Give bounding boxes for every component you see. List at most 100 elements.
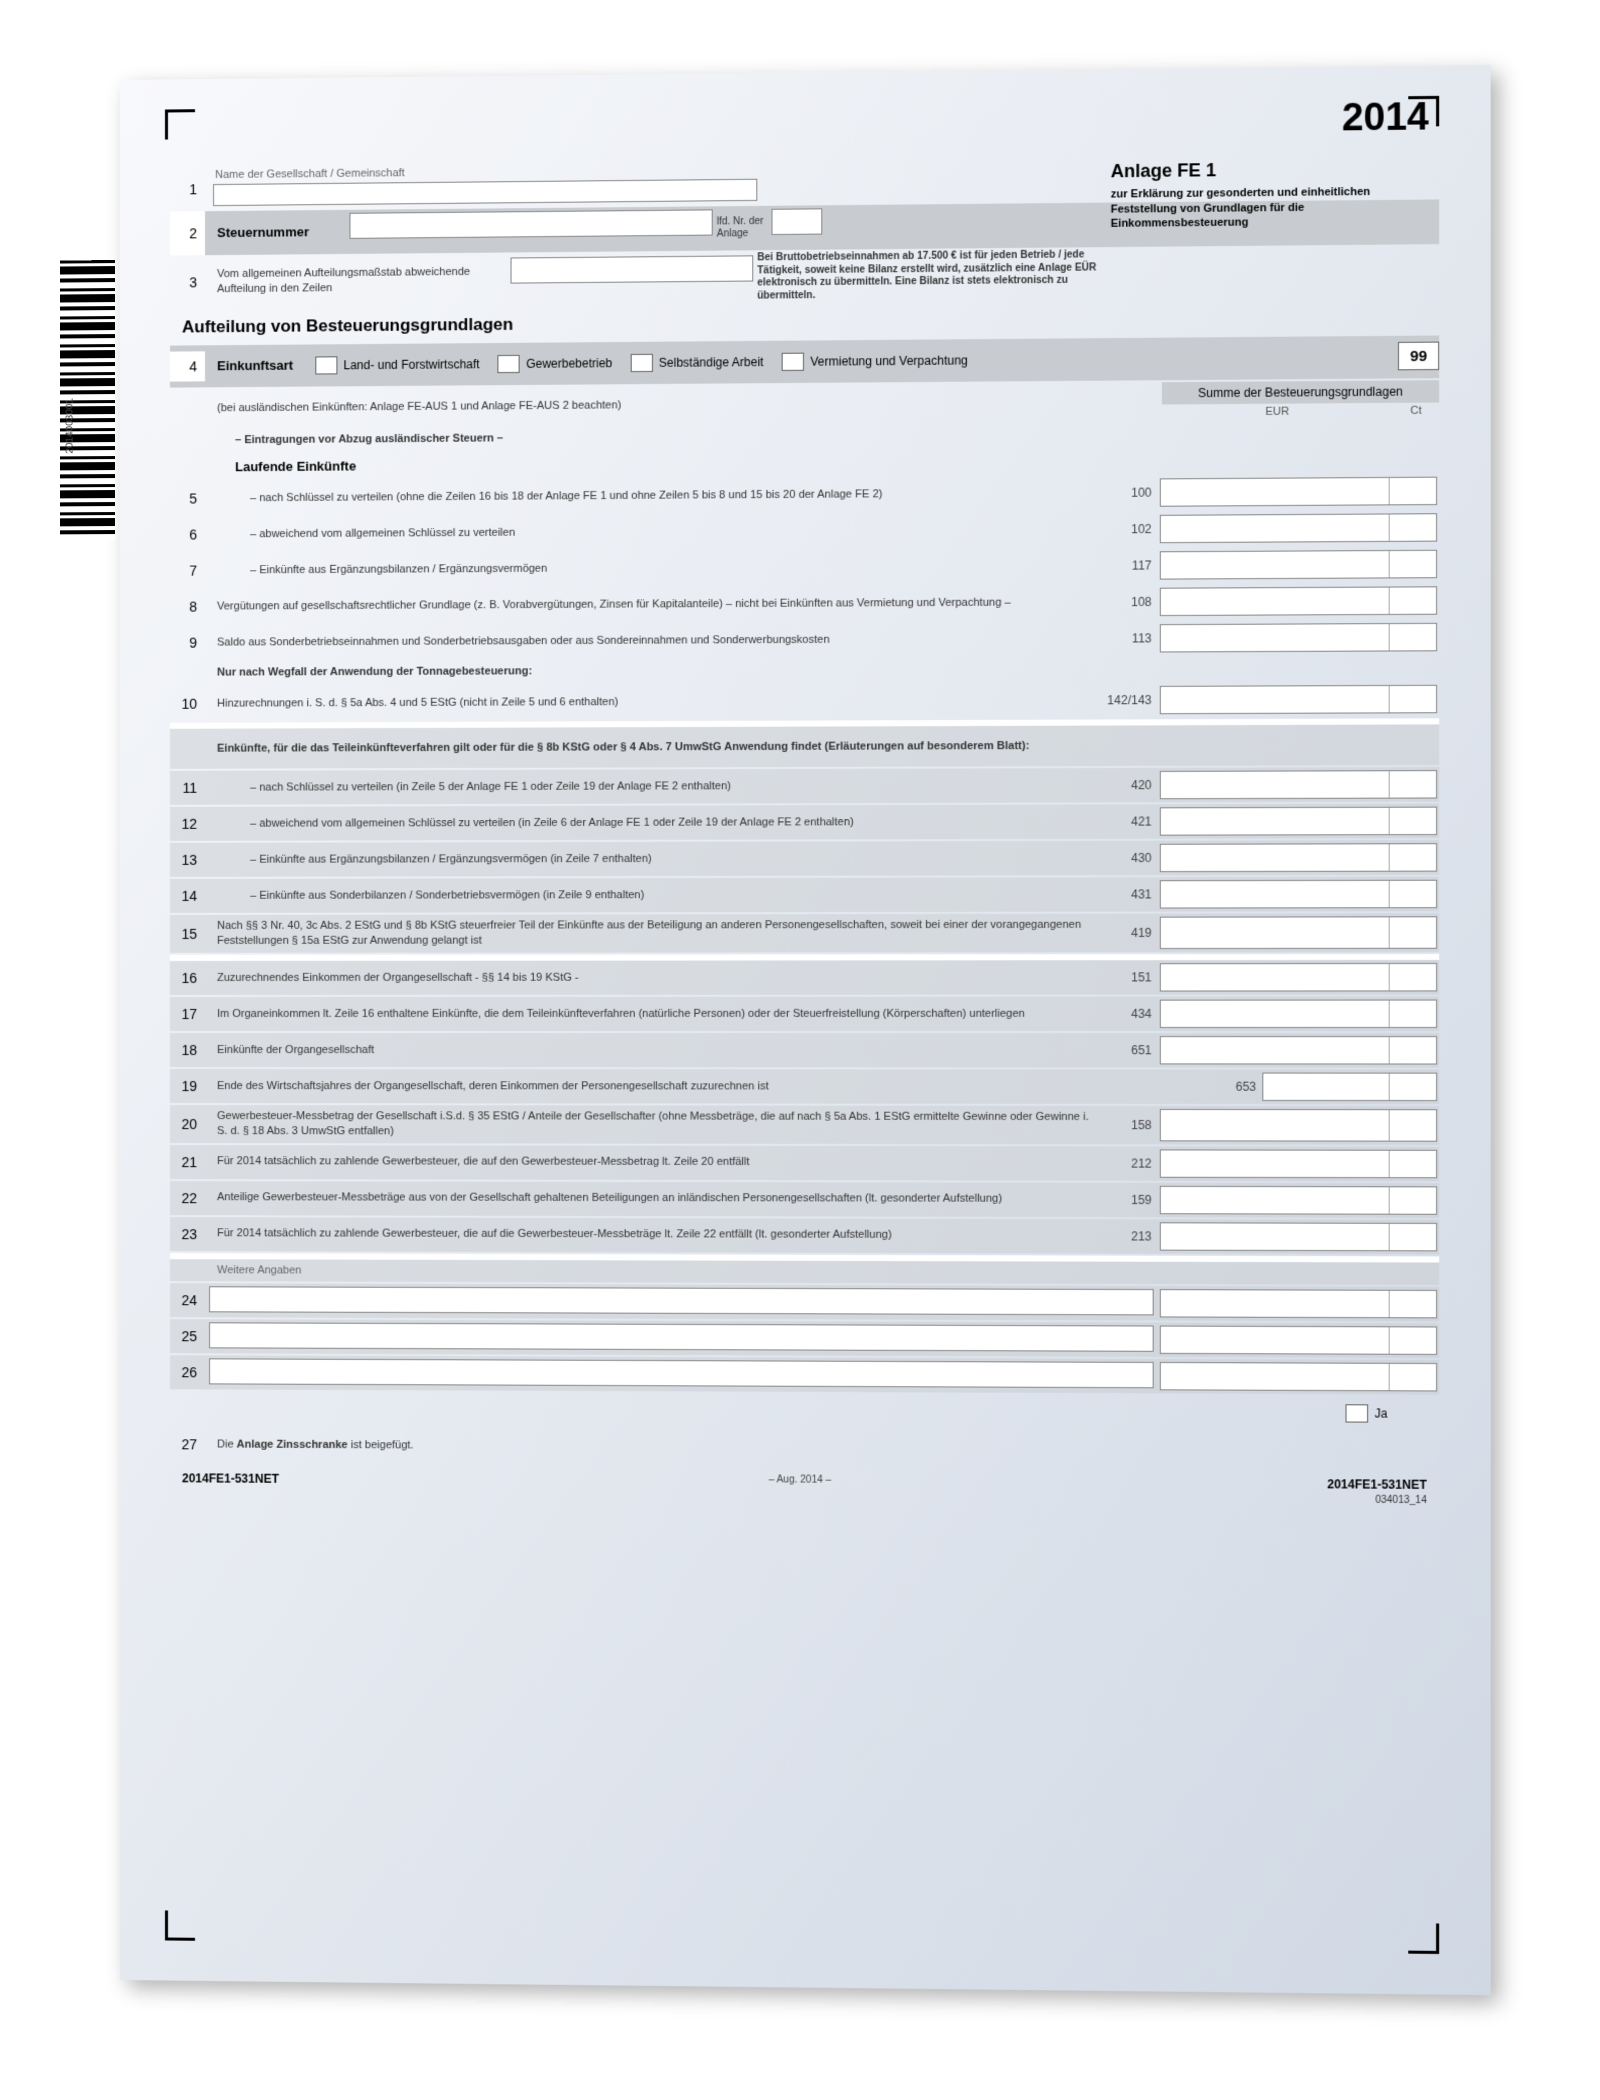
- block2-header: Einkünfte, für die das Teileinkünfteverf…: [205, 726, 1106, 769]
- row-label: Vergütungen auf gesellschaftsrechtlicher…: [205, 585, 1101, 624]
- field-code: 431: [1101, 877, 1157, 911]
- checkbox-option[interactable]: Vermietung und Verpachtung: [782, 345, 968, 377]
- amount-input[interactable]: [1160, 1185, 1437, 1214]
- lineno: 17: [170, 997, 205, 1031]
- field-code: 117: [1101, 549, 1157, 584]
- amount-input[interactable]: [1160, 1222, 1437, 1251]
- amount-input[interactable]: [1160, 999, 1437, 1027]
- lineno: 15: [170, 915, 205, 953]
- lineno: 21: [170, 1145, 205, 1179]
- einkunftsart-label: Einkunftsart: [205, 350, 315, 381]
- field-code: 113: [1101, 622, 1157, 657]
- lfdnr-input[interactable]: [772, 208, 823, 235]
- amount-input[interactable]: [1160, 587, 1437, 617]
- lineno: 1: [170, 169, 205, 209]
- row-label: – abweichend vom allgemeinen Schlüssel z…: [205, 805, 1101, 841]
- amount-input[interactable]: [1160, 1036, 1437, 1064]
- amount-input[interactable]: [1160, 770, 1437, 799]
- form-page: 2014003001 2014 1 Name der Gesellschaft …: [120, 65, 1491, 1995]
- checkbox-option[interactable]: Selbständige Arbeit: [631, 347, 764, 378]
- field-code: 102: [1101, 512, 1157, 547]
- lfdnr-label: lfd. Nr. der Anlage: [717, 215, 768, 241]
- lineno: 4: [170, 351, 205, 381]
- steuernummer-label: Steuernummer: [205, 210, 345, 255]
- lineno: 19: [170, 1069, 205, 1103]
- amount-input[interactable]: [1160, 807, 1437, 836]
- field-code: 142/143: [1101, 683, 1157, 718]
- lineno: 25: [170, 1320, 205, 1354]
- anlage-description: Anlage FE 1 zur Erklärung zur gesonderte…: [1111, 157, 1439, 231]
- lineno: 14: [170, 879, 205, 913]
- field-code: 420: [1101, 768, 1157, 803]
- lineno: 7: [170, 554, 205, 588]
- amount-input[interactable]: [1160, 550, 1437, 580]
- lineno: 11: [170, 771, 205, 805]
- field-code: 158: [1101, 1106, 1157, 1144]
- abweichend-input[interactable]: [511, 255, 754, 283]
- row-label: Hinzurechnungen i. S. d. § 5a Abs. 4 und…: [205, 683, 1101, 721]
- amount-input[interactable]: [1160, 477, 1437, 507]
- barcode-label: 2014003001: [64, 398, 75, 454]
- lineno: 22: [170, 1181, 205, 1215]
- field-code: 212: [1101, 1146, 1157, 1180]
- steuernummer-input[interactable]: [349, 209, 712, 239]
- free-text-input[interactable]: [209, 1323, 1154, 1353]
- amount-input[interactable]: [1160, 1149, 1437, 1178]
- lineno: 27: [170, 1428, 205, 1462]
- row-label: – nach Schlüssel zu verteilen (in Zeile …: [205, 768, 1101, 805]
- lineno: 13: [170, 843, 205, 877]
- lineno: 6: [170, 518, 205, 552]
- lineno: 23: [170, 1217, 205, 1251]
- row-label: Anteilige Gewerbesteuer-Messbeträge aus …: [205, 1181, 1101, 1217]
- tonnage-note: Nur nach Wegfall der Anwendung der Tonna…: [205, 658, 1106, 685]
- lineno: 20: [170, 1105, 205, 1143]
- amount-input[interactable]: [1160, 843, 1437, 872]
- amount-input[interactable]: [1160, 917, 1437, 949]
- row-label: – Einkünfte aus Sonderbilanzen / Sonderb…: [205, 878, 1101, 914]
- amount-input[interactable]: [1160, 1326, 1437, 1355]
- ja-checkbox[interactable]: Ja: [1346, 1397, 1388, 1432]
- row-label: Für 2014 tatsächlich zu zahlende Gewerbe…: [205, 1145, 1101, 1181]
- amount-input[interactable]: [1160, 685, 1437, 714]
- amount-input[interactable]: [1160, 1109, 1437, 1141]
- amount-input[interactable]: [1160, 514, 1437, 544]
- checkbox-option[interactable]: Gewerbebetrieb: [498, 348, 612, 379]
- field-code: 108: [1101, 585, 1157, 620]
- lineno: 2: [170, 211, 205, 255]
- lineno: 3: [170, 257, 205, 307]
- row-label: Saldo aus Sonderbetriebseinnahmen und So…: [205, 622, 1101, 660]
- field-code: 159: [1101, 1182, 1157, 1217]
- free-text-input[interactable]: [209, 1287, 1154, 1316]
- header-block: 1 Name der Gesellschaft / Gemeinschaft 2…: [170, 157, 1439, 1508]
- lineno: 24: [170, 1284, 205, 1318]
- field-code: 430: [1101, 841, 1157, 876]
- note-eintragungen: – Eintragungen vor Abzug ausländischer S…: [205, 423, 1106, 452]
- company-name-input[interactable]: [213, 179, 757, 206]
- lineno: 8: [170, 590, 205, 624]
- lineno: 12: [170, 807, 205, 841]
- row-label: Gewerbesteuer-Messbetrag der Gesellschaf…: [205, 1105, 1101, 1144]
- sum-header: Summe der Besteuerungsgrundlagen: [1162, 380, 1439, 404]
- field-code: 419: [1101, 914, 1157, 952]
- lineno: 5: [170, 482, 205, 516]
- badge-99: 99: [1398, 342, 1439, 371]
- amount-input[interactable]: [1160, 963, 1437, 992]
- lineno: 26: [170, 1356, 205, 1390]
- amount-input[interactable]: [1262, 1072, 1437, 1101]
- field-code: 651: [1101, 1033, 1157, 1067]
- amount-input[interactable]: [1160, 880, 1437, 909]
- company-name-label: Name der Gesellschaft / Gemeinschaft: [205, 160, 1100, 181]
- row-label: Für 2014 tatsächlich zu zahlende Gewerbe…: [205, 1217, 1101, 1253]
- free-text-input[interactable]: [209, 1359, 1154, 1389]
- row-label: Im Organeinkommen lt. Zeile 16 enthalten…: [205, 997, 1101, 1031]
- row-label: Einkünfte der Organgesellschaft: [205, 1033, 1101, 1067]
- checkbox-option[interactable]: Land- und Forstwirtschaft: [315, 349, 479, 380]
- abweichend-label: Vom allgemeinen Aufteilungsmaßstab abwei…: [205, 255, 506, 308]
- amount-input[interactable]: [1160, 1290, 1437, 1319]
- field-code: 151: [1101, 960, 1157, 994]
- field-code: 434: [1101, 997, 1157, 1031]
- amount-input[interactable]: [1160, 1362, 1437, 1391]
- brutto-note: Bei Bruttobetriebseinnahmen ab 17.500 € …: [757, 249, 1103, 302]
- field-code: 100: [1101, 476, 1157, 511]
- amount-input[interactable]: [1160, 623, 1437, 653]
